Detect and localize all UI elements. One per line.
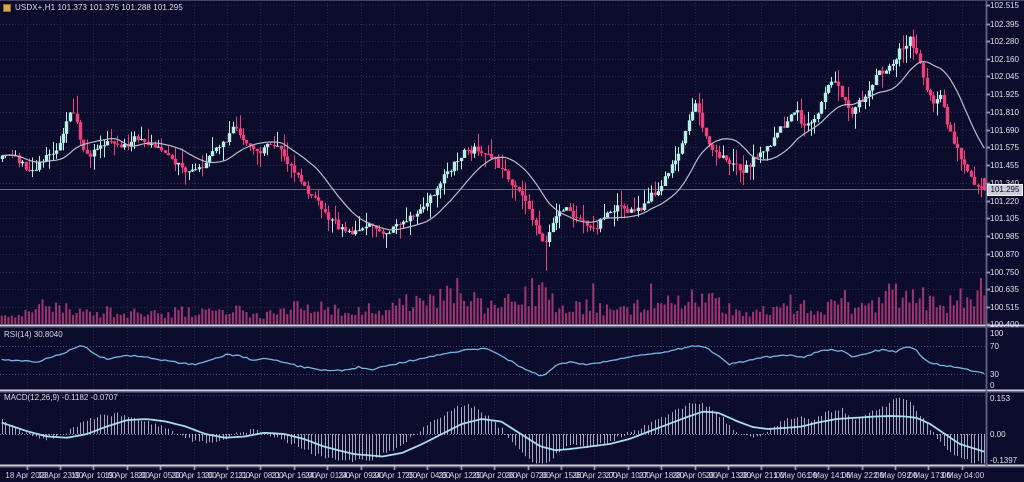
chart-title: USDX+,H1 101.373 101.375 101.288 101.295: [15, 3, 183, 12]
time-axis-label: 1 May 14:00: [806, 471, 851, 480]
price-axis-label: 101.455: [990, 161, 1019, 171]
price-axis-label: 100.750: [990, 267, 1019, 277]
rsi-axis-label: 0: [990, 380, 995, 390]
time-axis-label: 20 Apr 21:00: [204, 471, 251, 480]
price-axis-label: 100.635: [990, 285, 1019, 295]
time-axis-label: 25 Apr 20:00: [471, 471, 518, 480]
price-axis-label: 101.575: [990, 143, 1019, 153]
time-axis-label: 25 Apr 12:00: [438, 471, 484, 480]
macd-axis-label: 0.153: [990, 393, 1011, 403]
time-axis-label: 24 Apr 01:00: [304, 471, 351, 480]
price-axis-label: 101.810: [990, 107, 1019, 117]
time-axis-label: 26 Apr 23:00: [572, 471, 618, 480]
time-axis-label: 20 Apr 13:00: [171, 471, 217, 480]
price-axis-label: 100.985: [990, 232, 1019, 242]
price-axis-label: 102.160: [990, 55, 1019, 65]
price-axis-label: 101.925: [990, 90, 1019, 100]
time-axis-label: 2 May 09:00: [873, 471, 918, 480]
time-axis-label: 19 Apr 18:00: [104, 471, 150, 480]
time-axis-label: 18 Apr 23:00: [37, 471, 84, 480]
time-axis-label: 28 Apr 21:00: [739, 471, 785, 480]
time-axis-label: 19 Apr 10:00: [71, 471, 117, 480]
time-axis-label: 24 Apr 17:00: [371, 471, 418, 480]
price-axis-label: 100.515: [990, 303, 1019, 313]
time-axis-label: 28 Apr 13:00: [705, 471, 752, 480]
price-axis-label: 101.690: [990, 125, 1019, 135]
time-axis-label: 3 May 04:00: [940, 471, 985, 480]
current-price-tag: 101.295: [987, 183, 1023, 196]
time-axis-label: 25 Apr 04:00: [405, 471, 451, 480]
time-axis-label: 1 May 06:00: [773, 471, 818, 480]
rsi-axis-label: 30: [990, 369, 999, 379]
chart-title-bar: USDX+,H1 101.373 101.375 101.288 101.295: [3, 3, 183, 12]
time-axis-label: 26 Apr 15:00: [538, 471, 585, 480]
rsi-indicator-label: RSI(14) 30.8040: [4, 330, 63, 339]
chart-window-icon: [3, 3, 11, 12]
time-axis-label: 27 Apr 18:00: [638, 471, 685, 480]
price-axis-label: 102.280: [990, 36, 1019, 46]
macd-axis-label: 0.00: [990, 429, 1006, 439]
macd-indicator-label: MACD(12,26,9) -0.1182 -0.0707: [4, 393, 118, 402]
price-axis-label: 102.515: [990, 1, 1019, 11]
price-axis-label: 101.105: [990, 214, 1019, 224]
price-axis-label: 102.395: [990, 19, 1019, 29]
price-axis-label: 100.870: [990, 249, 1019, 259]
rsi-axis-label: 70: [990, 342, 999, 352]
time-axis-label: 18 Apr 2023: [5, 471, 49, 480]
macd-axis-label: -0.1397: [990, 455, 1018, 465]
time-axis-label: 1 May 22:00: [839, 471, 885, 480]
price-axis-label: 102.045: [990, 72, 1019, 82]
price-axis-label: 100.400: [990, 320, 1019, 330]
time-axis-label: 26 Apr 07:00: [505, 471, 551, 480]
time-axis-label: 21 Apr 08:00: [238, 471, 284, 480]
rsi-axis-label: 100: [990, 328, 1004, 338]
time-axis-label: 27 Apr 10:00: [605, 471, 651, 480]
time-axis-label: 20 Apr 05:00: [137, 471, 184, 480]
price-axis-label: 101.340: [990, 179, 1019, 188]
price-axis-label: 101.220: [990, 196, 1019, 206]
time-axis-label: 2 May 17:00: [906, 471, 951, 480]
time-axis-label: 24 Apr 09:00: [338, 471, 384, 480]
time-axis-label: 28 Apr 05:00: [672, 471, 718, 480]
time-axis-label: 21 Apr 16:00: [271, 471, 317, 480]
